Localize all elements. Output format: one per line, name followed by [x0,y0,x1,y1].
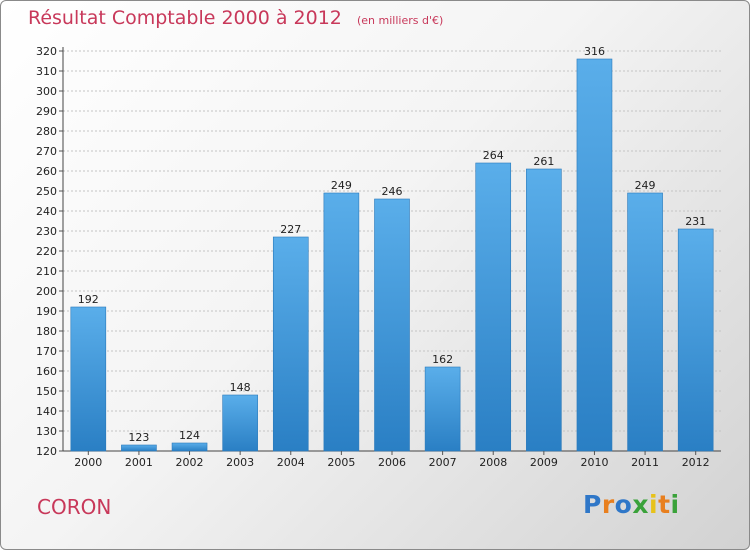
bar-value-label: 264 [483,149,504,162]
proxiti-logo: Proxiti [583,490,680,519]
bar-value-label: 316 [584,45,605,58]
bar-value-label: 123 [128,431,149,444]
city-name: CORON [37,495,112,519]
bar-value-label: 227 [280,223,301,236]
bar-value-label: 261 [533,155,554,168]
x-tick-label: 2011 [631,456,659,469]
bar-value-label: 148 [230,381,251,394]
y-tick-label: 300 [36,85,57,98]
x-tick-label: 2001 [125,456,153,469]
unit-note: (en milliers d'€) [356,14,444,27]
bar-value-label: 231 [685,215,706,228]
x-tick-label: 2004 [277,456,305,469]
x-tick-label: 2003 [226,456,254,469]
x-tick-label: 2006 [378,456,406,469]
bar-value-label: 192 [78,293,99,306]
y-tick-label: 180 [36,325,57,338]
bar [526,168,562,452]
bar [272,236,309,452]
y-tick-label: 160 [36,365,57,378]
bar-value-label: 246 [382,185,403,198]
y-tick-label: 190 [36,305,57,318]
logo-letter: r [601,490,615,519]
title-text: Résultat Comptable 2000 à 2012 [28,7,342,29]
bar [323,192,360,452]
bar-value-label: 249 [331,179,352,192]
y-tick-label: 240 [36,205,57,218]
y-tick-label: 120 [36,445,57,458]
bar [677,228,714,452]
y-tick-label: 170 [36,345,57,358]
y-tick-label: 220 [36,245,57,258]
y-tick-label: 130 [36,425,57,438]
bar-value-label: 249 [635,179,656,192]
logo-letter: o [614,490,633,519]
x-tick-label: 2009 [530,456,558,469]
logo-letter: P [583,490,602,519]
bar-value-label: 124 [179,429,200,442]
bar [171,442,208,452]
logo-letter: i [670,490,680,519]
bar [222,394,258,452]
logo-letter: t [658,490,671,519]
x-tick-label: 2007 [429,456,457,469]
bar [627,192,663,452]
x-tick-label: 2000 [74,456,102,469]
y-tick-label: 320 [36,45,57,58]
logo-letter: x [632,490,649,519]
x-tick-label: 2010 [580,456,608,469]
bar [576,58,613,452]
y-tick-label: 210 [36,265,57,278]
bar-value-label: 162 [432,353,453,366]
y-tick-label: 290 [36,105,57,118]
y-tick-label: 150 [36,385,57,398]
y-tick-label: 310 [36,65,57,78]
y-tick-label: 230 [36,225,57,238]
x-tick-label: 2002 [176,456,204,469]
y-tick-label: 200 [36,285,57,298]
bar [70,306,107,452]
y-tick-label: 270 [36,145,57,158]
bar [121,444,157,452]
y-tick-label: 280 [36,125,57,138]
x-tick-label: 2008 [479,456,507,469]
y-tick-label: 250 [36,185,57,198]
y-tick-label: 260 [36,165,57,178]
x-tick-label: 2012 [682,456,710,469]
bar [374,198,410,452]
bar [424,366,461,452]
x-tick-label: 2005 [327,456,355,469]
chart-title: Résultat Comptable 2000 à 2012 (en milli… [28,7,443,29]
y-tick-label: 140 [36,405,57,418]
bar [475,162,512,452]
logo-letter: i [649,490,659,519]
